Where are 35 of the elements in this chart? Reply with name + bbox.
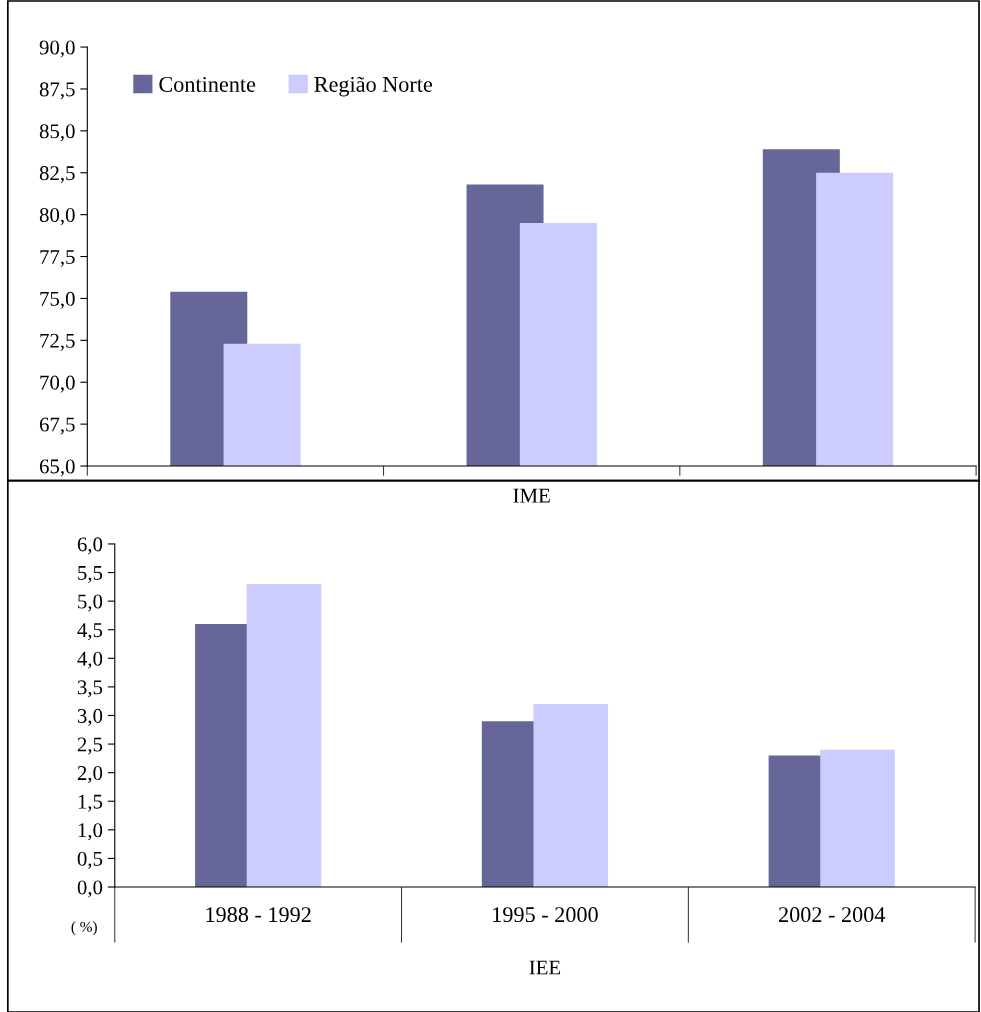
y-tick-label: 85,0 [39, 124, 75, 142]
y-tick-label: 5,0 [78, 594, 103, 612]
y-tick-label: 72,5 [40, 333, 75, 351]
x-axis-title: IEE [529, 960, 561, 975]
y-tick-label: 1,5 [78, 794, 103, 812]
y-tick-label: 75,0 [40, 291, 75, 309]
y-tick-label: 65,0 [39, 459, 75, 477]
legend-label: Região Norte [314, 76, 433, 97]
x-axis-title: IME [513, 488, 550, 503]
y-tick-label: 5,5 [78, 566, 103, 583]
y-tick-label: 82,5 [39, 166, 75, 184]
y-tick-label: 2,0 [77, 766, 103, 784]
y-tick-label: 80,0 [39, 208, 75, 226]
x-tick-label: 2002 - 2004 [779, 907, 886, 923]
y-tick-label: 0,5 [77, 851, 103, 869]
y-tick-label: 77,5 [40, 250, 75, 267]
y-tick-label: 2,5 [77, 737, 103, 755]
y-tick-label: 3,5 [77, 680, 103, 698]
y-tick-label: 87,5 [39, 82, 75, 100]
text: ( %) [71, 921, 97, 936]
y-tick-label: 1,0 [78, 823, 103, 841]
bar [820, 749, 895, 888]
y-tick-label: 0,0 [77, 880, 103, 898]
legend-label: Continente [159, 76, 256, 92]
x-tick-label: 1988 - 1992 [206, 907, 311, 923]
y-tick-label: 3,0 [77, 708, 103, 726]
bar [533, 704, 609, 888]
y-tick-label: 4,0 [77, 651, 103, 669]
y-tick-label: 67,5 [39, 417, 75, 435]
y-tick-label: 6,0 [77, 537, 103, 555]
x-tick-label: 1995 - 2000 [493, 907, 598, 923]
y-tick-label: 4,5 [77, 623, 103, 641]
y-tick-label: 70,0 [40, 375, 75, 393]
y-tick-label: 90,0 [39, 40, 75, 58]
bar [246, 583, 322, 888]
